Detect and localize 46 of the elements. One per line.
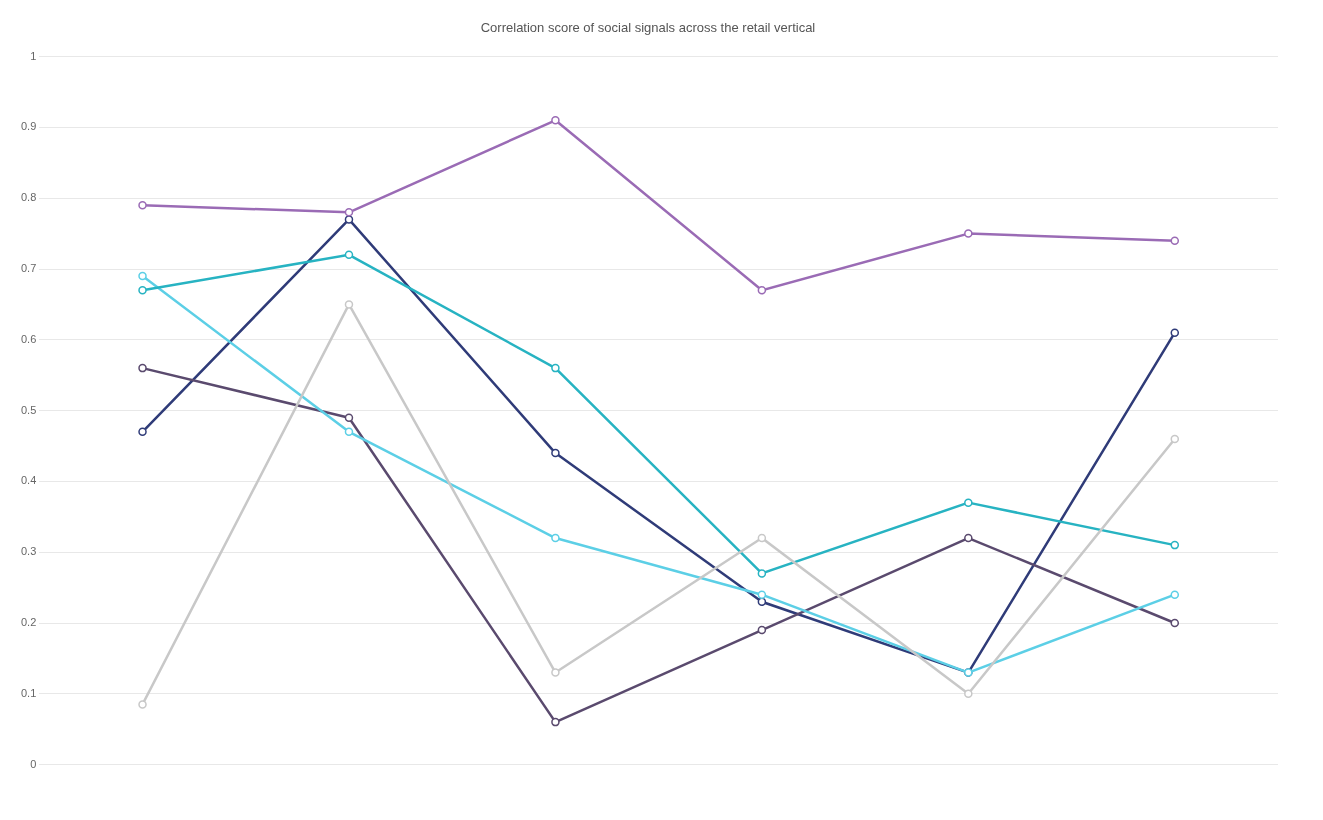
point (757, 533, 767, 543)
point (138, 427, 147, 437)
point (757, 625, 767, 635)
point (138, 271, 147, 281)
point (138, 285, 147, 295)
point (344, 427, 354, 437)
point (551, 448, 560, 458)
point (757, 590, 767, 599)
point (551, 717, 560, 727)
point (344, 215, 354, 224)
point (964, 689, 973, 699)
y-tick-label: 0.6 (20, 332, 37, 345)
point (964, 498, 973, 507)
point (551, 363, 560, 373)
y-tick-label: 1 (30, 49, 37, 62)
point (757, 285, 767, 295)
y-tick-label: 0.3 (20, 545, 37, 558)
point (1170, 434, 1180, 444)
y-tick-label: 0 (30, 757, 37, 770)
point (1170, 236, 1180, 245)
point (551, 533, 560, 543)
point (138, 201, 147, 210)
point (964, 533, 973, 543)
point (964, 229, 973, 238)
y-tick-label: 0.2 (20, 616, 37, 629)
point (138, 700, 147, 709)
point (1170, 618, 1180, 628)
point (138, 363, 147, 373)
y-tick-label: 0.7 (20, 262, 37, 275)
y-tick-label: 0.5 (20, 403, 37, 416)
point (1170, 590, 1180, 599)
point (344, 208, 354, 217)
point (551, 116, 560, 125)
y-tick-label: 0.4 (20, 474, 37, 487)
point (1170, 540, 1180, 550)
y-tick-label: 0.8 (20, 191, 37, 204)
point (1170, 328, 1180, 337)
point (551, 668, 560, 677)
chart-title: Correlation score of social signals across the retail vertical (480, 20, 816, 36)
point (344, 250, 354, 260)
y-tick-label: 0.1 (20, 686, 37, 699)
point (757, 597, 767, 607)
point (344, 413, 354, 422)
y-tick-label: 0.9 (20, 120, 37, 133)
point (344, 300, 354, 309)
point (757, 569, 767, 578)
